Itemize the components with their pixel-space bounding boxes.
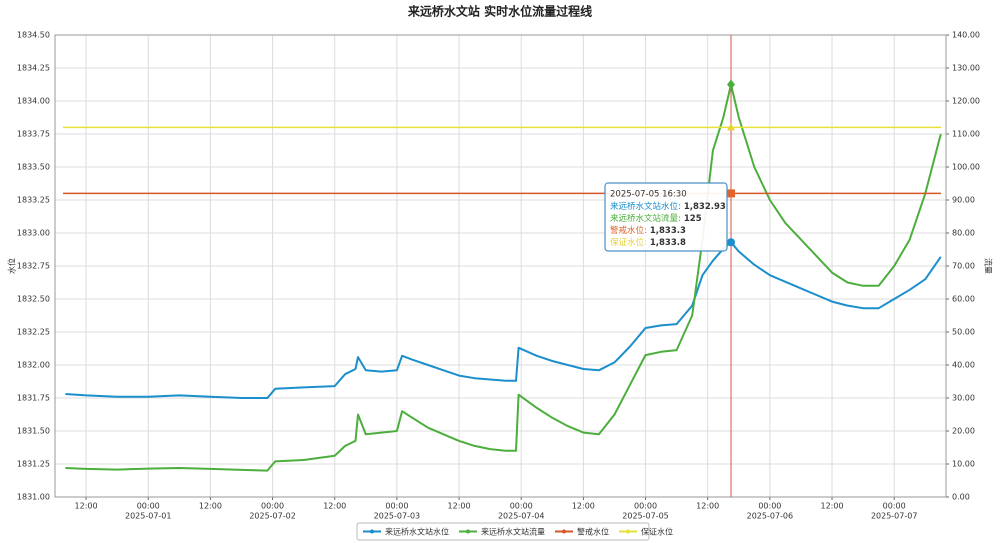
y2-tick-label: 140.00 bbox=[952, 31, 980, 40]
hover-marker bbox=[727, 238, 736, 247]
y2-tick-label: 90.00 bbox=[952, 196, 975, 205]
y-tick-label: 1833.25 bbox=[17, 196, 50, 205]
x-tick-label: 12:00 bbox=[448, 502, 471, 511]
plot-frame bbox=[54, 34, 947, 498]
y-tick-label: 1833.00 bbox=[17, 229, 50, 238]
y2-tick-label: 0.00 bbox=[952, 493, 970, 502]
x-tick-label: 12:00 bbox=[572, 502, 595, 511]
x-tick-label: 00:00 bbox=[883, 502, 906, 511]
y2-tick-label: 110.00 bbox=[952, 130, 980, 139]
y2-tick-label: 100.00 bbox=[952, 163, 980, 172]
y-axis-label: 水位 bbox=[7, 258, 17, 274]
x-tick-date: 2025-07-04 bbox=[498, 512, 545, 521]
x-tick-date: 2025-07-03 bbox=[374, 512, 421, 521]
y-tick-label: 1832.50 bbox=[17, 295, 50, 304]
legend-swatch-dot bbox=[370, 529, 374, 534]
y-tick-label: 1834.25 bbox=[17, 64, 50, 73]
y2-tick-label: 130.00 bbox=[952, 64, 980, 73]
series-line bbox=[65, 83, 942, 472]
y2-tick-label: 80.00 bbox=[952, 229, 975, 238]
y-tick-label: 1831.75 bbox=[17, 394, 50, 403]
tooltip-row: 警戒水位: 1,833.3 bbox=[610, 225, 686, 236]
legend-label[interactable]: 来远桥水文站水位 bbox=[385, 527, 449, 537]
x-tick-label: 12:00 bbox=[199, 502, 222, 511]
legend-swatch-dot bbox=[466, 529, 470, 534]
y-tick-label: 1832.75 bbox=[17, 262, 50, 271]
x-tick-label: 00:00 bbox=[137, 502, 160, 511]
series-line bbox=[65, 241, 942, 399]
tooltip-row: 保证水位: 1,833.8 bbox=[610, 237, 686, 248]
legend-swatch-dot bbox=[626, 529, 630, 534]
x-tick-label: 12:00 bbox=[696, 502, 719, 511]
tooltip-label: 来远桥水文站水位: bbox=[610, 201, 681, 212]
hover-marker bbox=[727, 189, 736, 198]
y-tick-label: 1831.50 bbox=[17, 427, 50, 436]
hover-marker bbox=[727, 123, 736, 131]
tooltip-row: 来远桥水文站流量: 125 bbox=[610, 213, 702, 224]
y-tick-label: 1833.75 bbox=[17, 130, 50, 139]
y2-axis-label: 流量 bbox=[984, 258, 994, 274]
x-tick-label: 12:00 bbox=[323, 502, 346, 511]
tooltip-value: 1,833.3 bbox=[650, 226, 686, 236]
x-tick-date: 2025-07-06 bbox=[747, 512, 794, 521]
y-tick-label: 1831.00 bbox=[17, 493, 50, 502]
y2-tick-label: 50.00 bbox=[952, 328, 975, 337]
y-tick-label: 1833.50 bbox=[17, 163, 50, 172]
y2-tick-label: 40.00 bbox=[952, 361, 975, 370]
tooltip-label: 来远桥水文站流量: bbox=[610, 213, 681, 224]
y-tick-label: 1831.25 bbox=[17, 460, 50, 469]
y2-tick-label: 70.00 bbox=[952, 262, 975, 271]
tooltip-label: 保证水位: bbox=[610, 237, 647, 248]
chart-title: 来远桥水文站 实时水位流量过程线 bbox=[407, 4, 592, 19]
tooltip-value: 1,832.93 bbox=[684, 202, 726, 212]
legend-box bbox=[356, 522, 650, 541]
y2-tick-label: 30.00 bbox=[952, 394, 975, 403]
x-tick-date: 2025-07-07 bbox=[871, 512, 918, 521]
y2-tick-label: 60.00 bbox=[952, 295, 975, 304]
x-tick-date: 2025-07-05 bbox=[622, 512, 669, 521]
x-tick-label: 12:00 bbox=[821, 502, 844, 511]
legend-label[interactable]: 保证水位 bbox=[641, 527, 673, 537]
y-tick-label: 1832.00 bbox=[17, 361, 50, 370]
x-tick-label: 00:00 bbox=[385, 502, 408, 511]
x-tick-label: 00:00 bbox=[634, 502, 657, 511]
tooltip-title: 2025-07-05 16:30 bbox=[610, 190, 687, 200]
tooltip-value: 1,833.8 bbox=[650, 238, 686, 248]
x-tick-date: 2025-07-02 bbox=[249, 512, 296, 521]
y-tick-label: 1834.00 bbox=[17, 97, 50, 106]
x-tick-label: 00:00 bbox=[510, 502, 533, 511]
y2-tick-label: 120.00 bbox=[952, 97, 980, 106]
legend-label[interactable]: 警戒水位 bbox=[577, 527, 609, 537]
legend-label[interactable]: 来远桥水文站流量 bbox=[481, 527, 545, 537]
x-tick-label: 12:00 bbox=[75, 502, 98, 511]
tooltip-value: 125 bbox=[684, 214, 702, 224]
y2-tick-label: 20.00 bbox=[952, 427, 975, 436]
y-tick-label: 1834.50 bbox=[17, 31, 50, 40]
tooltip-row: 来远桥水文站水位: 1,832.93 bbox=[610, 201, 726, 212]
tooltip-box bbox=[604, 182, 728, 252]
tooltip-label: 警戒水位: bbox=[610, 225, 647, 236]
x-tick-label: 00:00 bbox=[261, 502, 284, 511]
hover-marker bbox=[727, 79, 736, 90]
x-tick-date: 2025-07-01 bbox=[125, 512, 172, 521]
y-tick-label: 1832.25 bbox=[17, 328, 50, 337]
y2-tick-label: 10.00 bbox=[952, 460, 975, 469]
x-tick-label: 00:00 bbox=[758, 502, 781, 511]
legend-swatch-dot bbox=[562, 529, 566, 534]
